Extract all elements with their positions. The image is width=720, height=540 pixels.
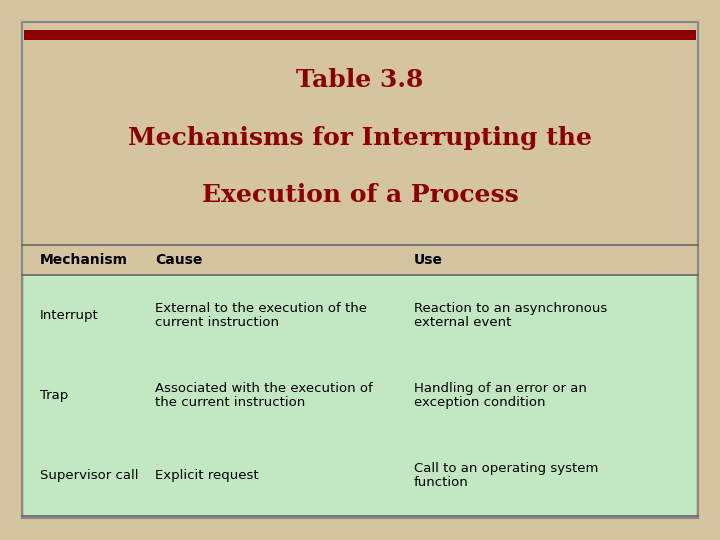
- Bar: [24, 245, 696, 275]
- Text: Mechanisms for Interrupting the: Mechanisms for Interrupting the: [128, 126, 592, 150]
- Text: Trap: Trap: [40, 389, 68, 402]
- Text: Cause: Cause: [155, 253, 202, 267]
- Text: Supervisor call: Supervisor call: [40, 469, 138, 482]
- Text: Mechanism: Mechanism: [40, 253, 127, 267]
- Text: Interrupt: Interrupt: [40, 309, 99, 322]
- Bar: [24, 30, 696, 40]
- Text: Call to an operating system: Call to an operating system: [414, 462, 598, 475]
- Text: external event: external event: [414, 316, 511, 329]
- Text: function: function: [414, 476, 469, 489]
- Text: Handling of an error or an: Handling of an error or an: [414, 382, 587, 395]
- Text: Use: Use: [414, 253, 443, 267]
- Text: the current instruction: the current instruction: [155, 396, 305, 409]
- Text: exception condition: exception condition: [414, 396, 546, 409]
- Text: Associated with the execution of: Associated with the execution of: [155, 382, 372, 395]
- Text: Table 3.8: Table 3.8: [297, 68, 423, 92]
- Text: current instruction: current instruction: [155, 316, 279, 329]
- Bar: [24, 275, 696, 516]
- Text: External to the execution of the: External to the execution of the: [155, 302, 366, 315]
- Text: Execution of a Process: Execution of a Process: [202, 183, 518, 207]
- Text: Explicit request: Explicit request: [155, 469, 258, 482]
- Text: Reaction to an asynchronous: Reaction to an asynchronous: [414, 302, 607, 315]
